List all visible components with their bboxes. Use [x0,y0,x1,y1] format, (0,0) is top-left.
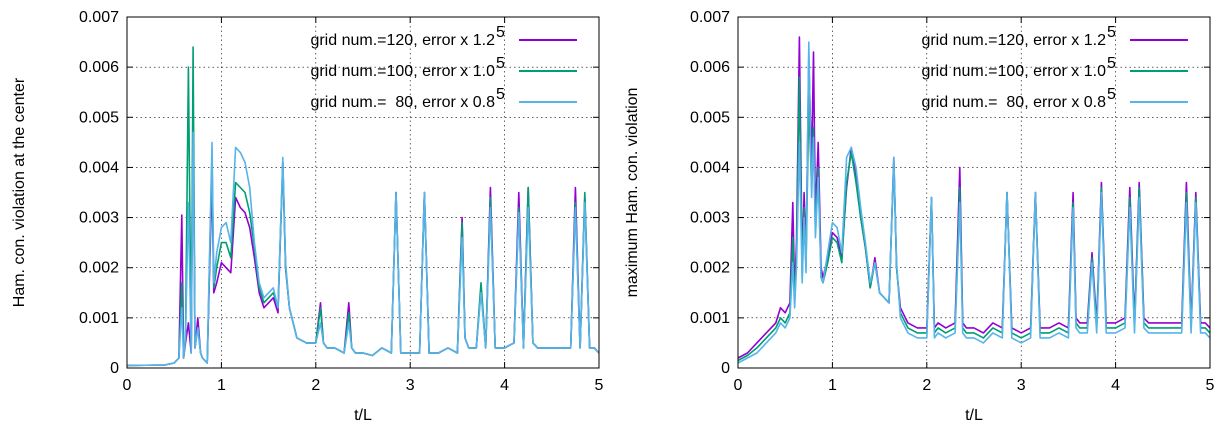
plot-frame [126,16,600,369]
legend-label-2: grid num.=100, error x 1.0 [921,63,1106,80]
x-tick-label: 1 [217,377,226,394]
series-line-1 [126,106,600,367]
legend-label-2: grid num.=100, error x 1.0 [310,63,495,80]
y-tick-label: 0.006 [79,59,119,76]
y-tick-label: 0.001 [690,310,730,327]
legend-superscript-1: 5 [1107,24,1116,41]
y-tick-label: 0 [721,360,730,377]
x-axis-label: t/L [965,407,983,424]
series-line-3 [126,131,600,367]
y-tick-label: 0.003 [690,210,730,227]
legend-superscript-2: 5 [1107,55,1116,72]
legend-label-1: grid num.=120, error x 1.2 [921,32,1106,49]
legend-label-3: grid num.= 80, error x 0.8 [310,94,495,111]
x-tick-label: 0 [734,377,743,394]
legend-superscript-1: 5 [496,24,505,41]
x-tick-label: 0 [123,377,132,394]
chart-panel-2: 0 0.001 0.002 0.003 0.004 0.005 0.006 0.007 0 1 2 3… [624,9,1215,424]
y-tick-label: 0.005 [79,109,119,126]
x-axis-label: t/L [354,407,372,424]
plot-frame [737,16,1211,369]
y-tick-label: 0.003 [79,210,119,227]
chart-panel-1: 0 0.001 0.002 0.003 0.004 0.005 0.006 0.007 0 1 2 3… [11,9,604,424]
legend-superscript-2: 5 [496,55,505,72]
x-tick-label: 3 [1017,377,1026,394]
y-tick-label: 0.005 [690,109,730,126]
legend-label-1: grid num.=120, error x 1.2 [310,32,495,49]
legend-superscript-3: 5 [496,86,505,103]
y-tick-label: 0.007 [79,9,119,26]
series-line-3 [737,41,1211,364]
y-tick-label: 0.004 [79,159,119,176]
legend-superscript-3: 5 [1107,86,1116,103]
legend-label-3: grid num.= 80, error x 0.8 [921,94,1106,111]
y-tick-label: 0.001 [79,310,119,327]
y-axis-label: Ham. con. violation at the center [11,77,28,307]
x-tick-label: 5 [595,377,604,394]
y-tick-label: 0.006 [690,59,730,76]
y-tick-label: 0.002 [79,260,119,277]
x-tick-label: 2 [311,377,320,394]
y-tick-label: 0 [110,360,119,377]
x-tick-label: 4 [1111,377,1120,394]
y-tick-label: 0.007 [690,9,730,26]
y-tick-label: 0.002 [690,260,730,277]
x-tick-label: 1 [828,377,837,394]
x-tick-label: 4 [500,377,509,394]
x-tick-label: 2 [922,377,931,394]
y-axis-label: maximum Ham. con. violation [624,88,641,298]
x-tick-label: 5 [1206,377,1215,394]
x-tick-label: 3 [406,377,415,394]
y-tick-label: 0.004 [690,159,730,176]
